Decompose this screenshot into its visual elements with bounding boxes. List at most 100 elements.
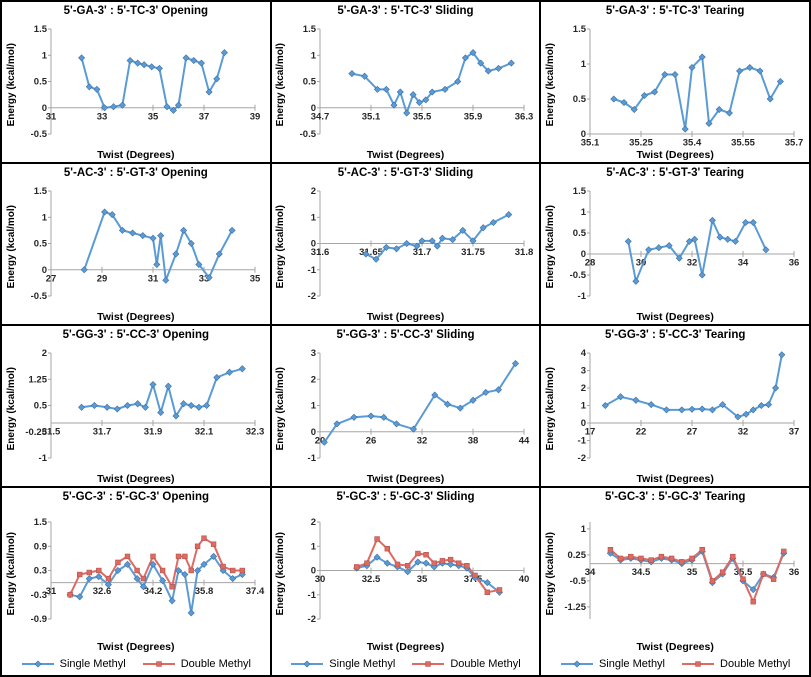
svg-text:0.3: 0.3 bbox=[34, 566, 47, 577]
chart-legend: Single Methyl Double Methyl bbox=[290, 655, 521, 673]
svg-text:31: 31 bbox=[46, 586, 57, 597]
svg-text:-2: -2 bbox=[308, 291, 316, 302]
svg-text:35.7: 35.7 bbox=[785, 138, 804, 148]
svg-text:37: 37 bbox=[789, 427, 800, 438]
svg-text:26: 26 bbox=[366, 435, 377, 446]
chart-panel-gc-gc-tearing: 5'-GC-3' : 5'-GC-3' Tearing Energy (kcal… bbox=[541, 488, 809, 675]
y-axis-label: Energy (kcal/mol) bbox=[545, 43, 557, 127]
chart-panel-ga-tc-opening: 5'-GA-3' : 5'-TC-3' Opening Energy (kcal… bbox=[2, 2, 270, 162]
svg-text:-1: -1 bbox=[308, 265, 317, 276]
chart-title: 5'-GC-3' : 5'-GC-3' Tearing bbox=[604, 491, 746, 503]
x-axis-label: Twist (Degrees) bbox=[366, 311, 445, 323]
x-axis-label: Twist (Degrees) bbox=[366, 641, 445, 653]
legend-item-single-methyl: Single Methyl bbox=[290, 658, 395, 670]
x-axis-label: Twist (Degrees) bbox=[636, 641, 714, 653]
chart-panel-gc-gc-opening: 5'-GC-3' : 5'-GC-3' Opening Energy (kcal… bbox=[2, 488, 270, 675]
svg-text:-0.5: -0.5 bbox=[30, 291, 47, 302]
y-axis-label: Energy (kcal/mol) bbox=[275, 205, 287, 289]
svg-text:32: 32 bbox=[738, 427, 749, 438]
svg-text:0: 0 bbox=[581, 129, 586, 140]
svg-text:35.4: 35.4 bbox=[683, 138, 702, 148]
chart-title: 5'-GG-3' : 5'-CC-3' Tearing bbox=[604, 329, 746, 341]
y-axis-label: Energy (kcal/mol) bbox=[5, 43, 17, 127]
svg-text:1.25: 1.25 bbox=[28, 375, 47, 386]
single-methyl-legend-icon bbox=[560, 660, 593, 668]
x-axis-label: Twist (Degrees) bbox=[97, 473, 175, 485]
chart-title: 5'-AC-3' : 5'-GT-3' Sliding bbox=[337, 167, 474, 179]
svg-text:-0.25: -0.25 bbox=[25, 427, 47, 438]
legend-label: Double Methyl bbox=[720, 658, 791, 670]
svg-text:1: 1 bbox=[581, 524, 587, 535]
svg-text:34: 34 bbox=[738, 258, 749, 269]
svg-text:38: 38 bbox=[468, 435, 479, 446]
svg-text:-1.25: -1.25 bbox=[565, 602, 587, 613]
svg-text:27: 27 bbox=[687, 427, 698, 438]
svg-text:31.5: 31.5 bbox=[42, 427, 61, 438]
double-methyl-legend-icon bbox=[412, 661, 445, 667]
svg-text:31.6: 31.6 bbox=[311, 247, 330, 258]
chart-title: 5'-GA-3' : 5'-TC-3' Tearing bbox=[605, 5, 745, 17]
svg-text:37.4: 37.4 bbox=[246, 586, 265, 597]
line-chart: -1 -0.25 0.5 1.25 2 31.5 31.7 31.9 32.1 32.3 bbox=[25, 348, 264, 464]
svg-text:1: 1 bbox=[311, 542, 317, 553]
svg-text:31: 31 bbox=[46, 111, 57, 122]
chart-title: 5'-GA-3' : 5'-TC-3' Opening bbox=[63, 5, 209, 17]
x-axis-label: Twist (Degrees) bbox=[97, 311, 175, 323]
svg-text:0: 0 bbox=[581, 418, 586, 429]
single-methyl-legend-icon bbox=[21, 660, 54, 668]
line-chart: -1 -0.5 0 0.5 1 1.5 28 30 32 34 36 bbox=[570, 186, 800, 302]
svg-text:31.7: 31.7 bbox=[413, 247, 432, 258]
svg-text:-0.3: -0.3 bbox=[30, 590, 46, 601]
svg-text:0: 0 bbox=[311, 566, 316, 577]
legend-label: Single Methyl bbox=[59, 658, 126, 670]
svg-text:-2: -2 bbox=[308, 614, 316, 625]
svg-text:2: 2 bbox=[311, 375, 316, 386]
svg-text:0: 0 bbox=[42, 265, 47, 276]
svg-text:31.8: 31.8 bbox=[515, 247, 534, 258]
x-axis-label: Twist (Degrees) bbox=[366, 473, 445, 485]
svg-text:33: 33 bbox=[97, 111, 108, 122]
svg-text:31.7: 31.7 bbox=[93, 427, 112, 438]
svg-text:33: 33 bbox=[199, 273, 210, 284]
chart-title: 5'-GG-3' : 5'-CC-3' Opening bbox=[62, 329, 210, 341]
svg-text:1.5: 1.5 bbox=[573, 186, 587, 197]
chart-panel-gg-cc-sliding: 5'-GG-3' : 5'-CC-3' Sliding Energy (kcal… bbox=[271, 326, 540, 486]
svg-text:1: 1 bbox=[581, 401, 587, 412]
single-methyl-legend-icon bbox=[291, 660, 324, 668]
legend-item-double-methyl: Double Methyl bbox=[411, 658, 521, 670]
chart-title: 5'-GG-3' : 5'-CC-3' Sliding bbox=[336, 329, 475, 341]
svg-text:34.5: 34.5 bbox=[632, 567, 651, 578]
chart-title: 5'-AC-3' : 5'-GT-3' Opening bbox=[63, 167, 208, 179]
svg-text:35.5: 35.5 bbox=[734, 567, 753, 578]
chart-legend: Single Methyl Double Methyl bbox=[560, 655, 790, 673]
svg-text:30: 30 bbox=[315, 574, 326, 585]
svg-text:0: 0 bbox=[42, 103, 47, 114]
svg-text:29: 29 bbox=[97, 273, 108, 284]
y-axis-label: Energy (kcal/mol) bbox=[275, 43, 287, 127]
x-axis-label: Twist (Degrees) bbox=[636, 149, 714, 161]
line-chart: -2 -1 0 1 2 3 4 17 22 27 32 37 bbox=[578, 348, 800, 464]
svg-text:35.25: 35.25 bbox=[629, 138, 653, 148]
svg-text:2: 2 bbox=[311, 186, 316, 197]
svg-text:0.5: 0.5 bbox=[303, 77, 317, 88]
y-axis-label: Energy (kcal/mol) bbox=[545, 532, 557, 616]
svg-text:0.5: 0.5 bbox=[34, 239, 48, 250]
svg-text:0.5: 0.5 bbox=[34, 401, 48, 412]
svg-text:34.2: 34.2 bbox=[144, 586, 163, 597]
line-chart: -0.5 0 0.5 1 1.5 31 33 35 37 39 bbox=[30, 24, 260, 140]
svg-text:35.9: 35.9 bbox=[464, 111, 483, 122]
svg-text:-0.5: -0.5 bbox=[570, 270, 587, 281]
svg-text:-0.5: -0.5 bbox=[570, 576, 587, 587]
svg-text:32: 32 bbox=[417, 435, 428, 446]
chart-title: 5'-GC-3' : 5'-GC-3' Sliding bbox=[336, 491, 475, 503]
svg-text:-1: -1 bbox=[308, 453, 317, 464]
svg-text:-0.5: -0.5 bbox=[300, 129, 317, 140]
svg-text:31.9: 31.9 bbox=[144, 427, 163, 438]
chart-panel-gc-gc-sliding: 5'-GC-3' : 5'-GC-3' Sliding Energy (kcal… bbox=[271, 488, 540, 675]
svg-text:31.75: 31.75 bbox=[462, 247, 486, 258]
line-chart: -0.5 0 0.5 1 1.5 34.7 35.1 35.5 35.9 36.3 bbox=[300, 24, 534, 140]
line-chart: -2 -1 0 1 2 31.6 31.65 31.7 31.75 31.8 bbox=[308, 186, 534, 302]
chart-panel-ac-gt-opening: 5'-AC-3' : 5'-GT-3' Opening Energy (kcal… bbox=[2, 164, 270, 324]
svg-text:28: 28 bbox=[585, 258, 596, 269]
